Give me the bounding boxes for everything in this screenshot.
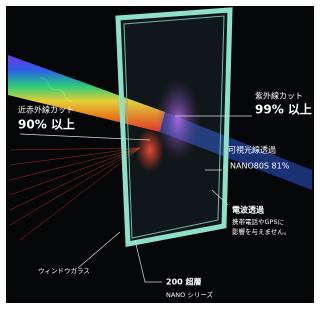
infographic: 紫外線カット 99% 以上 近赤外線カット 90% 以上 可視光線透過 NANO… (0, 0, 320, 309)
visible-title: 可視光線透過 (228, 145, 276, 155)
visible-value: NANO80S 81% (230, 162, 290, 171)
layers-title: 200 超層 (166, 277, 201, 287)
window-label: ウィンドウガラス (38, 266, 90, 275)
uv-title: 紫外線カット (255, 91, 303, 101)
layers-subtitle: NANO シリーズ (166, 290, 214, 299)
glass-pane (118, 10, 230, 244)
uv-value: 99% 以上 (255, 102, 312, 117)
radio-title: 電波透過 (232, 205, 265, 215)
nir-value: 90% 以上 (18, 117, 75, 132)
nir-title: 近赤外線カット (18, 105, 74, 115)
radio-line: 携帯電話やGPSに (232, 217, 284, 226)
radio-line: 影響を与えません。 (232, 227, 290, 236)
